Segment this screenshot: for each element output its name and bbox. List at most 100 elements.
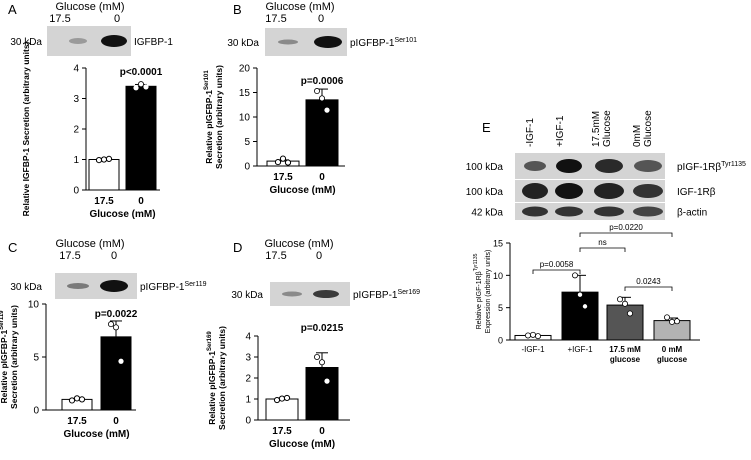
western-blot-band-1: [314, 36, 342, 48]
comparison-label: p=0.0058: [540, 260, 574, 269]
x-tick-label: 17.5: [272, 426, 292, 437]
data-point: [78, 396, 86, 403]
y-tick-label: 15: [493, 239, 503, 249]
panel-E: E -IGF-1 +IGF-1 17.5mMGlucose 0mMGlucose100 …: [466, 110, 746, 364]
x-axis-label: Glucose (mM): [89, 209, 155, 220]
x-tick-label: +IGF-1: [567, 345, 593, 354]
mw-label: 42 kDa: [471, 208, 503, 219]
western-blot-band-0: [522, 206, 548, 217]
data-point: [100, 156, 108, 163]
blot-label: IGFBP-1: [134, 37, 173, 48]
data-point: [525, 332, 532, 339]
data-point: [283, 394, 291, 402]
x-tick-label: 17.5: [67, 416, 87, 427]
panel-label: B: [233, 2, 242, 17]
lane-label: 0: [114, 13, 120, 25]
x-tick-label: glucose: [610, 355, 641, 364]
data-point: [319, 359, 325, 365]
lane-label: -IGF-1: [525, 118, 536, 147]
blot-label: pIGFBP-1Ser119: [140, 281, 207, 293]
y-tick-label: 4: [73, 64, 79, 75]
lane-label: 0: [318, 13, 324, 25]
data-point-outline: [137, 81, 144, 88]
x-axis-label: Glucose (mM): [63, 429, 129, 440]
comparison-label: p=0.0220: [609, 223, 643, 232]
data-point-outline: [318, 359, 325, 366]
data-point-outline: [113, 324, 120, 331]
comparison-bracket: [532, 269, 581, 274]
y-axis-label: Relative pIGFBP-1Ser101: [204, 70, 214, 164]
western-blot-band-0: [67, 283, 89, 289]
western-blot-band-0: [282, 291, 302, 297]
y-tick-label: 2: [245, 374, 251, 385]
mw-label: 30 kDa: [10, 282, 42, 293]
comparison-label: ns: [598, 238, 606, 247]
y-tick-label: 2: [73, 125, 79, 136]
comparison-bracket: [579, 247, 626, 252]
y-tick-label: 4: [245, 332, 251, 343]
y-tick-label: 0: [244, 162, 250, 173]
data-point: [138, 81, 144, 87]
western-blot: [515, 153, 665, 179]
data-point-outline: [318, 95, 325, 102]
blot-header: Glucose (mM): [55, 238, 124, 250]
panel-label: C: [8, 240, 17, 255]
western-blot-band-2: [594, 206, 624, 217]
panel-D: D Glucose (mM)17.5 030 kDa pIGFBP-1Ser16901…: [207, 238, 420, 450]
data-point-outline: [313, 353, 320, 360]
x-axis-label: Glucose (mM): [269, 185, 335, 196]
data-point: [143, 84, 149, 90]
x-tick-label: 0: [319, 172, 325, 183]
comparison-bracket: [624, 286, 673, 291]
p-value: p<0.0001: [120, 67, 163, 78]
western-blot-band-1: [100, 280, 128, 292]
western-blot-band-0: [522, 183, 548, 199]
western-blot-band-1: [555, 206, 583, 217]
p-value: p=0.0006: [301, 76, 344, 87]
comparison-bracket: [579, 232, 673, 237]
x-tick-label: 0 mM: [662, 345, 683, 354]
data-point: [274, 158, 282, 166]
y-tick-label: 3: [73, 94, 79, 105]
y-tick-label: 15: [239, 88, 251, 99]
mw-label: 30 kDa: [227, 38, 259, 49]
y-tick-label: 0: [498, 336, 503, 346]
bar: [561, 291, 599, 341]
p-value: p=0.0022: [95, 309, 138, 320]
mw-label: 100 kDa: [466, 187, 504, 198]
data-point: [577, 291, 584, 298]
data-point: [278, 395, 286, 402]
blot-label: pIGF-1RβTyr1135: [677, 161, 746, 173]
data-point-outline: [108, 321, 115, 328]
western-blot-band-1: [555, 183, 583, 199]
data-point: [118, 358, 124, 364]
lane-label: 0mMGlucose: [632, 110, 654, 147]
data-point: [622, 300, 629, 307]
y-tick-label: 10: [493, 271, 503, 281]
data-point: [284, 159, 292, 166]
x-tick-label: -IGF-1: [521, 345, 545, 354]
western-blot-band-2: [594, 183, 624, 199]
y-axis-label: Relative pIGF-1RβTyr1135: [473, 253, 483, 329]
y-tick-label: 10: [28, 300, 40, 311]
western-blot: [47, 26, 131, 56]
y-tick-label: 5: [244, 137, 250, 148]
western-blot-band-1: [313, 290, 339, 298]
bar: [606, 304, 644, 341]
panel-label: A: [8, 2, 17, 17]
y-axis-label-2: Secretion (arbitrary units): [217, 326, 227, 430]
x-tick-label: 17.5 mM: [609, 345, 641, 354]
data-point: [669, 318, 676, 325]
western-blot: [515, 203, 665, 220]
data-point: [319, 95, 325, 101]
mw-label: 30 kDa: [10, 37, 42, 48]
data-point: [664, 314, 671, 321]
lane-label: 17.5: [265, 13, 286, 25]
blot-label: pIGFBP-1Ser101: [350, 37, 417, 49]
blot-header: Glucose (mM): [265, 1, 334, 13]
western-blot-membrane: [515, 180, 665, 202]
data-point-outline: [313, 88, 320, 95]
y-tick-label: 10: [239, 113, 251, 124]
x-tick-label: glucose: [657, 355, 688, 364]
western-blot-band-1: [556, 159, 582, 173]
